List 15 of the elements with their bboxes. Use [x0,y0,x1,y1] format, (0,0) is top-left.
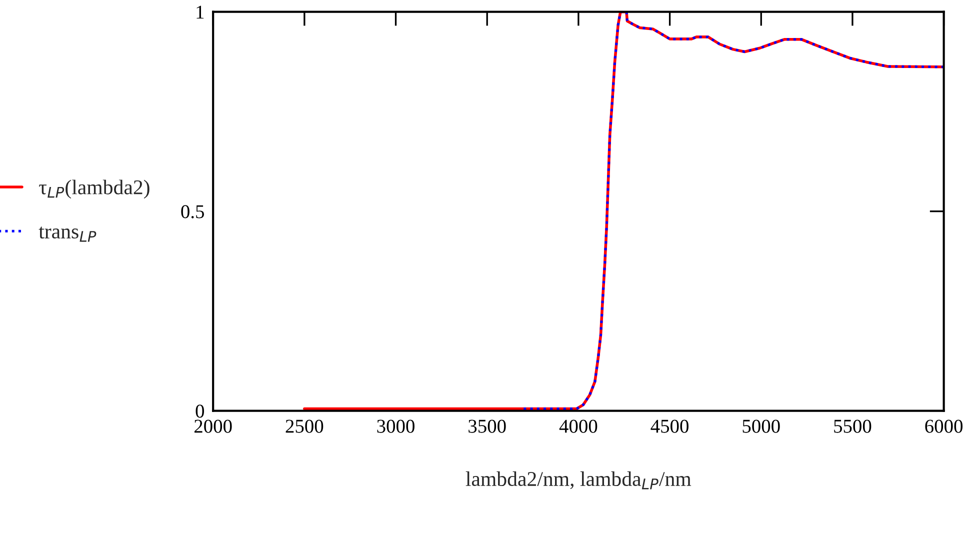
x-tick-label: 5500 [834,420,872,433]
x-tick-label: 3000 [377,420,414,433]
x-tick-label: 4500 [650,420,688,433]
y-tick-label: 0 [196,404,204,418]
x-tick-label: 5000 [742,420,780,433]
legend-label: trans$_{LP}$ [38,226,96,242]
x-tick-label: 4000 [559,420,598,433]
y-tick-label: 1 [196,6,204,19]
x-tick-label: 2000 [194,420,232,433]
x-tick-label: 3500 [468,420,506,433]
x-tick-label: 6000 [925,420,963,433]
legend-label: τ$_{LP}$(lambda2) [39,180,150,199]
x-axis-title: lambda2/nm, lambda$_{LP}$/nm [466,471,692,490]
x-tick-label: 2500 [286,420,324,433]
y-tick-label: 0.5 [181,205,204,218]
